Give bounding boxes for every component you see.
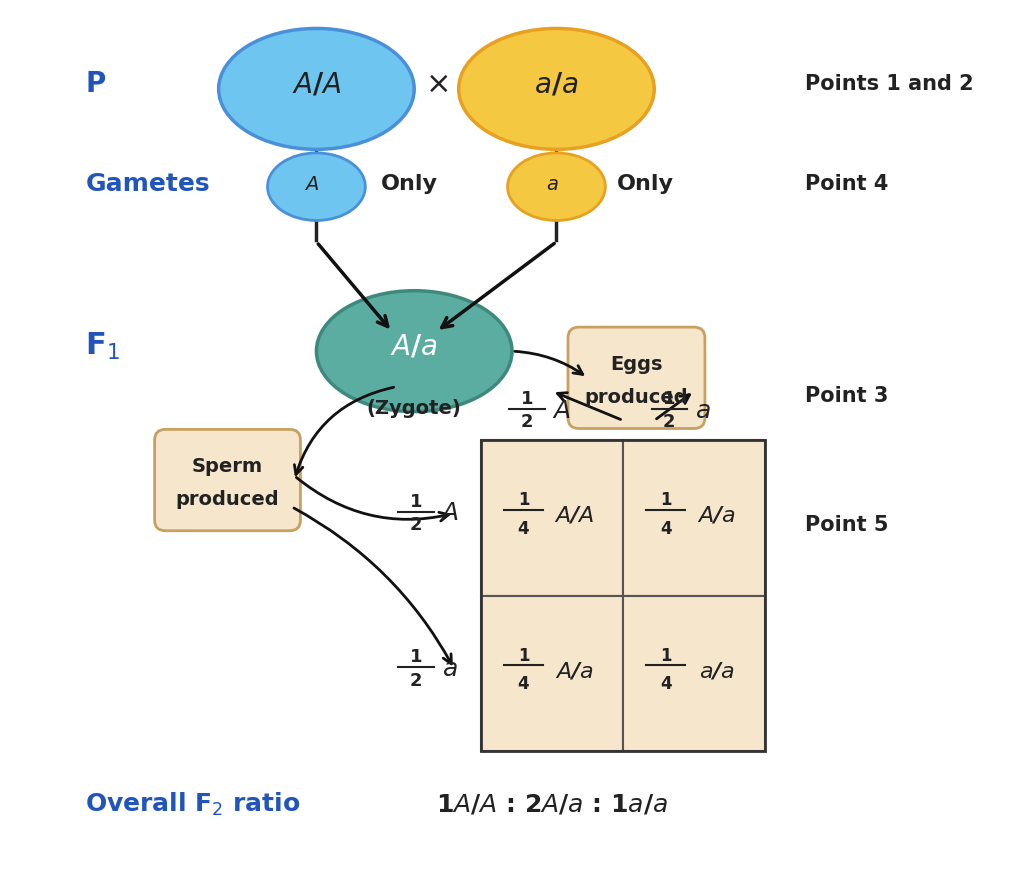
Text: Overall F$_2$ ratio: Overall F$_2$ ratio xyxy=(85,791,301,818)
Text: $\mathit{a}$/$\mathit{a}$: $\mathit{a}$/$\mathit{a}$ xyxy=(535,70,579,99)
Text: produced: produced xyxy=(176,490,280,509)
Ellipse shape xyxy=(219,28,415,149)
Text: Eggs: Eggs xyxy=(610,355,663,374)
Text: 4: 4 xyxy=(518,675,529,693)
Text: $\mathit{A}$: $\mathit{A}$ xyxy=(304,174,319,194)
Bar xyxy=(624,596,765,751)
Text: 4: 4 xyxy=(660,519,672,538)
Text: 2: 2 xyxy=(410,516,422,534)
Text: 4: 4 xyxy=(518,519,529,538)
Text: 1: 1 xyxy=(410,493,422,511)
Text: 1: 1 xyxy=(521,390,534,408)
Text: P: P xyxy=(85,70,105,99)
Text: $\mathit{A}$/$\mathit{A}$: $\mathit{A}$/$\mathit{A}$ xyxy=(292,70,341,99)
Text: $\mathit{a}$: $\mathit{a}$ xyxy=(695,399,711,422)
Text: produced: produced xyxy=(585,388,688,407)
Bar xyxy=(481,440,624,596)
Ellipse shape xyxy=(508,153,605,220)
Text: 2: 2 xyxy=(410,671,422,690)
Text: 1: 1 xyxy=(660,646,672,665)
Text: $\mathit{A}$: $\mathit{A}$ xyxy=(552,399,570,422)
FancyBboxPatch shape xyxy=(155,429,300,531)
Text: $\mathit{A}$: $\mathit{A}$ xyxy=(440,501,459,525)
Bar xyxy=(481,596,624,751)
Text: 1: 1 xyxy=(518,491,529,509)
Text: 1: 1 xyxy=(664,390,676,408)
Text: $\mathit{A}$/$\mathit{a}$: $\mathit{A}$/$\mathit{a}$ xyxy=(555,661,594,681)
Text: $\mathit{a}$: $\mathit{a}$ xyxy=(442,657,458,681)
Ellipse shape xyxy=(316,291,512,412)
Text: (Zygote): (Zygote) xyxy=(367,399,462,419)
Text: 1: 1 xyxy=(410,648,422,667)
Text: $\times$: $\times$ xyxy=(425,70,449,99)
Text: 2: 2 xyxy=(664,413,676,431)
Text: 1$\mathit{A}$/$\mathit{A}$ : 2$\mathit{A}$/$\mathit{a}$ : 1$\mathit{a}$/$\mathit: 1$\mathit{A}$/$\mathit{A}$ : 2$\mathit{A… xyxy=(436,793,668,816)
Text: Sperm: Sperm xyxy=(191,457,263,477)
Text: Points 1 and 2: Points 1 and 2 xyxy=(805,75,974,94)
Text: Point 4: Point 4 xyxy=(805,174,889,194)
Ellipse shape xyxy=(267,153,366,220)
Bar xyxy=(481,440,765,751)
Text: F$_1$: F$_1$ xyxy=(85,332,120,362)
Text: $\mathit{A}$/$\mathit{a}$: $\mathit{A}$/$\mathit{a}$ xyxy=(390,332,438,361)
Bar xyxy=(624,440,765,596)
Text: $\mathit{A}$/$\mathit{a}$: $\mathit{A}$/$\mathit{a}$ xyxy=(697,505,736,525)
FancyBboxPatch shape xyxy=(568,327,705,428)
Text: Only: Only xyxy=(381,174,437,194)
Text: 2: 2 xyxy=(521,413,534,431)
Text: $\mathit{A}$/$\mathit{A}$: $\mathit{A}$/$\mathit{A}$ xyxy=(554,505,594,525)
Ellipse shape xyxy=(459,28,654,149)
Text: 1: 1 xyxy=(660,491,672,509)
Text: Gametes: Gametes xyxy=(85,172,210,196)
Text: Only: Only xyxy=(616,174,674,194)
Text: 4: 4 xyxy=(660,675,672,693)
Text: $\mathit{a}$/$\mathit{a}$: $\mathit{a}$/$\mathit{a}$ xyxy=(698,661,734,681)
Text: $\mathit{a}$: $\mathit{a}$ xyxy=(546,174,558,194)
Text: Point 5: Point 5 xyxy=(805,515,889,534)
Text: Point 3: Point 3 xyxy=(805,386,889,405)
Text: 1: 1 xyxy=(518,646,529,665)
